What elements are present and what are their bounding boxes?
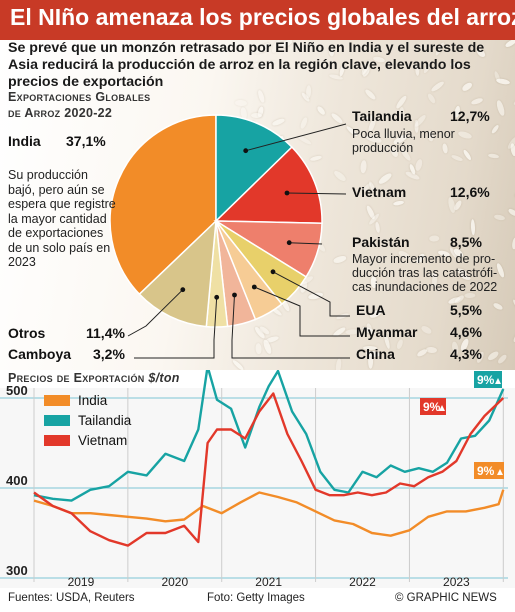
leader-line-myanmar [254,286,350,337]
pie-slice-vietnam [214,146,323,224]
line-heading: Precios de Exportación $/ton [8,371,180,385]
end-label-india: 9% [477,464,495,478]
line-unit: $/ton [148,371,180,385]
pct-china: 4,3% [450,346,482,362]
up-arrow-icon [495,378,501,384]
label-myanmar: Myanmar [356,324,418,340]
end-badge-india [474,462,504,479]
legend-label-india: India [78,393,108,408]
leader-dot-eua [270,269,276,275]
footer-credit: © GRAPHIC NEWS [395,592,497,604]
leader-dot-vietnam [284,190,290,196]
pie-slice-tailandia [215,114,293,223]
pct-myanmar: 4,6% [450,324,482,340]
legend-swatch-tailandia [44,415,70,426]
leader-dot-myanmar [251,284,257,290]
line-chart: 300 400 500 2019 2020 2021 2022 2023 India Tailan… [0,370,508,589]
y-tick-label: 300 [6,563,28,578]
leader-line-vietnam [286,192,347,195]
label-india: India [8,133,41,149]
pct-eua: 5,5% [450,302,482,318]
pct-otros: 11,4% [86,325,125,341]
pakistan-note-1: Mayor incremento de pro- [352,252,496,266]
pie-slice-india [109,114,217,296]
x-tick-label: 2020 [161,575,188,589]
leader-dot-pakistan [286,240,292,246]
pie-slice-otros [138,219,217,328]
leader-line-eua [272,271,350,317]
legend-swatch-vietnam [44,435,70,446]
title-bar: El NIño amenaza los precios globales del… [0,0,515,40]
label-camboya: Camboya [8,346,72,362]
up-arrow-icon [497,469,503,475]
india-note: Su producción bajó, pero aún se espera q… [8,168,116,269]
tailandia-note-1: Poca lluvia, menor [352,127,455,141]
pct-vietnam: 12,6% [450,184,490,200]
series-line-india [33,489,505,537]
end-badge-tailandia [474,371,502,388]
x-tick-label: 2019 [68,575,95,589]
pie-heading-line2: de Arroz 2020-22 [8,106,113,120]
legend-label-vietnam: Vietnam [78,433,127,448]
leader-line-china [231,294,350,359]
leader-dot-china [232,292,237,298]
page-title: El NIño amenaza los precios globales del… [10,4,515,30]
series-line-tailandia [33,370,505,502]
pct-india: 37,1% [66,133,106,149]
end-label-tailandia: 9% [477,373,495,387]
rice-grain [449,62,462,67]
label-otros: Otros [8,325,46,341]
label-china: China [356,346,395,362]
subtitle: Se prevé que un monzón retrasado por El … [8,40,485,90]
legend-label-tailandia: Tailandia [78,413,132,428]
end-label-vietnam: 9% [423,400,441,414]
leader-line-pakistan [289,242,323,245]
y-tick-label: 500 [6,383,28,398]
pakistan-note-3: cas inundaciones de 2022 [352,280,498,294]
leader-dot-camboya [214,294,220,300]
label-eua: EUA [356,302,386,318]
label-tailandia: Tailandia [352,108,412,124]
pakistan-note-2: ducción tras las catastrófi- [352,266,498,280]
leader-dot-tailandia [243,148,249,154]
tailandia-note-2: producción [352,141,414,155]
label-vietnam: Vietnam [352,184,407,200]
footer-source: Fuentes: USDA, Reuters [8,592,135,604]
leader-line-otros [127,289,184,337]
y-tick-label: 400 [6,473,28,488]
x-tick-label: 2023 [443,575,470,589]
up-arrow-icon [439,405,445,411]
leader-dot-otros [180,287,186,293]
leader-line-tailandia [245,123,347,152]
label-pakistan: Pakistán [352,234,410,250]
pie-heading-line1: Exportaciones Globales [8,90,151,104]
footer-photo: Foto: Getty Images [207,592,305,604]
leader-line-camboya [134,297,218,359]
pct-tailandia: 12,7% [450,108,490,124]
pct-pakistan: 8,5% [450,234,482,250]
series-line-vietnam [33,392,505,547]
x-tick-label: 2021 [255,575,282,589]
pie-chart [109,114,350,359]
x-tick-label: 2022 [349,575,376,589]
line-heading-text: Precios de Exportación [8,371,145,385]
pct-camboya: 3,2% [93,346,125,362]
legend-swatch-india [44,395,70,406]
